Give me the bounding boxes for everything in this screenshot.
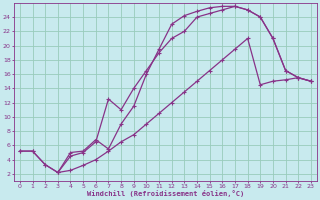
X-axis label: Windchill (Refroidissement éolien,°C): Windchill (Refroidissement éolien,°C) — [87, 190, 244, 197]
